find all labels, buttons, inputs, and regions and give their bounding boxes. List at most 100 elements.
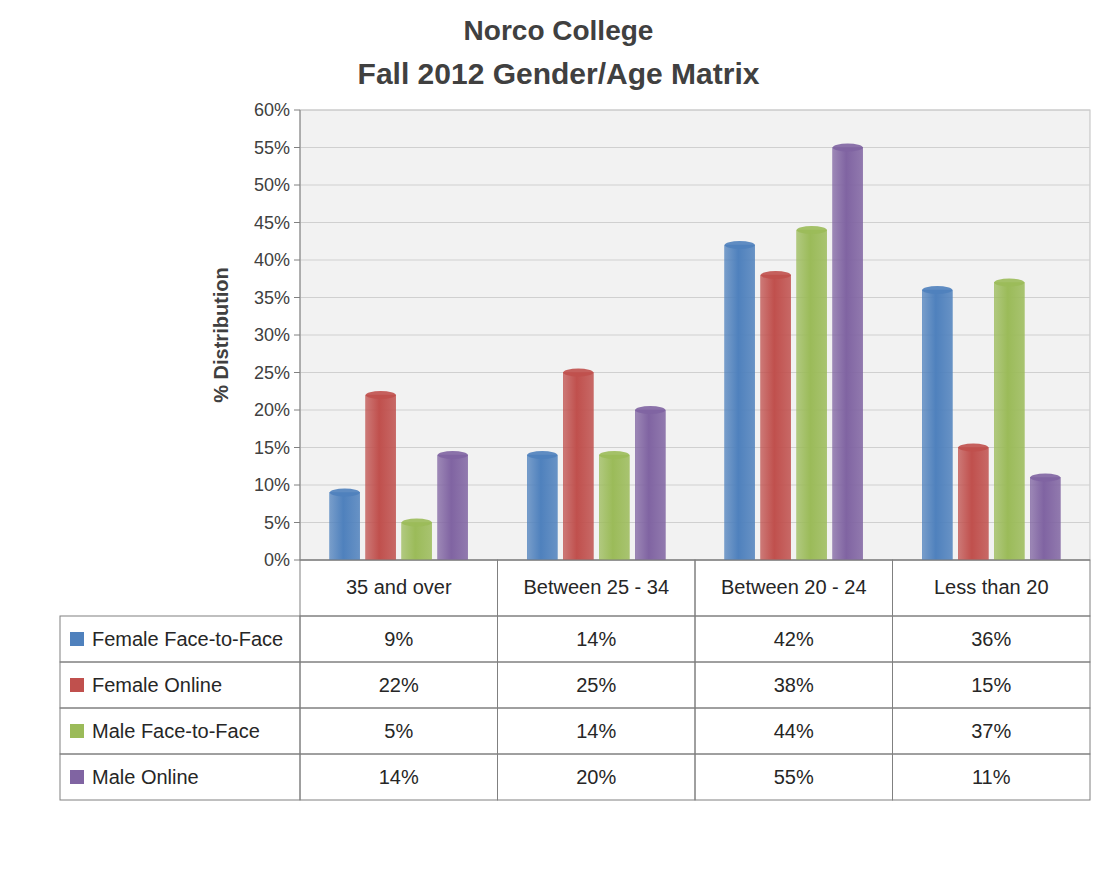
tick-mark [294, 335, 300, 336]
tick-label: 5% [264, 513, 290, 533]
bar-cap [527, 451, 557, 459]
tick-mark [294, 147, 300, 148]
subtitle: Fall 2012 Gender/Age Matrix [358, 57, 760, 90]
table-cell [893, 754, 1091, 800]
tick-label: 55% [254, 138, 290, 158]
table-cell [300, 662, 498, 708]
tick-mark [294, 110, 300, 111]
tick-mark [294, 260, 300, 261]
table-cell [893, 616, 1091, 662]
tick-label: 20% [254, 400, 290, 420]
tick-label: 15% [254, 438, 290, 458]
chart: Norco CollegeFall 2012 Gender/Age Matrix… [0, 0, 1117, 869]
table-cell [695, 616, 893, 662]
grid-line [300, 410, 1090, 411]
table-cell [498, 616, 696, 662]
tick-mark [294, 485, 300, 486]
tick-label: 50% [254, 175, 290, 195]
table-cell [893, 560, 1091, 616]
legend-key [70, 724, 84, 738]
table-cell [60, 616, 300, 662]
data-label: 42% [774, 628, 814, 650]
grid-line [300, 372, 1090, 373]
tick-label: 45% [254, 213, 290, 233]
data-label: 37% [971, 720, 1011, 742]
tick-label: 25% [254, 363, 290, 383]
table-cell [893, 708, 1091, 754]
category-label: Between 25 - 34 [523, 576, 669, 598]
bar [761, 275, 791, 560]
legend-label: Male Online [92, 766, 199, 788]
table-cell [695, 560, 893, 616]
tick-label: 60% [254, 100, 290, 120]
table-cell [695, 662, 893, 708]
table-cell [695, 708, 893, 754]
data-label: 55% [774, 766, 814, 788]
table-cell [893, 662, 1091, 708]
bar-cap [563, 369, 593, 377]
data-label: 22% [379, 674, 419, 696]
data-label: 15% [971, 674, 1011, 696]
tick-mark [294, 522, 300, 523]
tick-mark [294, 560, 300, 561]
bar [527, 455, 557, 560]
table-cell [695, 754, 893, 800]
bar-cap [366, 391, 396, 399]
table-cell [300, 560, 498, 616]
tick-mark [294, 410, 300, 411]
grid-line [300, 110, 1090, 111]
data-label: 38% [774, 674, 814, 696]
table-cell [60, 754, 300, 800]
bar-cap [958, 444, 988, 452]
bar [635, 410, 665, 560]
bar-cap [994, 279, 1024, 287]
category-label: 35 and over [346, 576, 452, 598]
grid-line [300, 260, 1090, 261]
bar-cap [725, 241, 755, 249]
data-label: 14% [379, 766, 419, 788]
bar [438, 455, 468, 560]
bar [833, 148, 863, 561]
grid-line [300, 185, 1090, 186]
data-label: 14% [576, 628, 616, 650]
data-label: 44% [774, 720, 814, 742]
table-cell [300, 708, 498, 754]
tick-label: 10% [254, 475, 290, 495]
legend-key [70, 678, 84, 692]
bar [725, 245, 755, 560]
grid-line [300, 297, 1090, 298]
tick-label: 0% [264, 550, 290, 570]
bar-cap [599, 451, 629, 459]
tick-mark [294, 185, 300, 186]
data-label: 36% [971, 628, 1011, 650]
bar-cap [330, 489, 360, 497]
table-cell [498, 662, 696, 708]
table-cell [300, 616, 498, 662]
table-cell [300, 754, 498, 800]
category-label: Between 20 - 24 [721, 576, 867, 598]
bar [563, 373, 593, 561]
table-cell [60, 662, 300, 708]
tick-label: 30% [254, 325, 290, 345]
grid-line [300, 222, 1090, 223]
category-label: Less than 20 [934, 576, 1049, 598]
bar [366, 395, 396, 560]
bar-cap [438, 451, 468, 459]
legend-key [70, 632, 84, 646]
table-cell [498, 754, 696, 800]
tick-mark [294, 372, 300, 373]
grid-line [300, 147, 1090, 148]
bars [330, 144, 1061, 561]
tick-mark [294, 447, 300, 448]
data-label: 20% [576, 766, 616, 788]
axis-title: % Distribution [210, 267, 232, 403]
table-cell [498, 560, 696, 616]
legend-label: Female Face-to-Face [92, 628, 283, 650]
tick-mark [294, 297, 300, 298]
data-label: 5% [384, 720, 413, 742]
bar-cap [1030, 474, 1060, 482]
bar [1030, 478, 1060, 561]
tick-mark [294, 222, 300, 223]
tick-label: 35% [254, 288, 290, 308]
data-label: 11% [972, 766, 1011, 788]
